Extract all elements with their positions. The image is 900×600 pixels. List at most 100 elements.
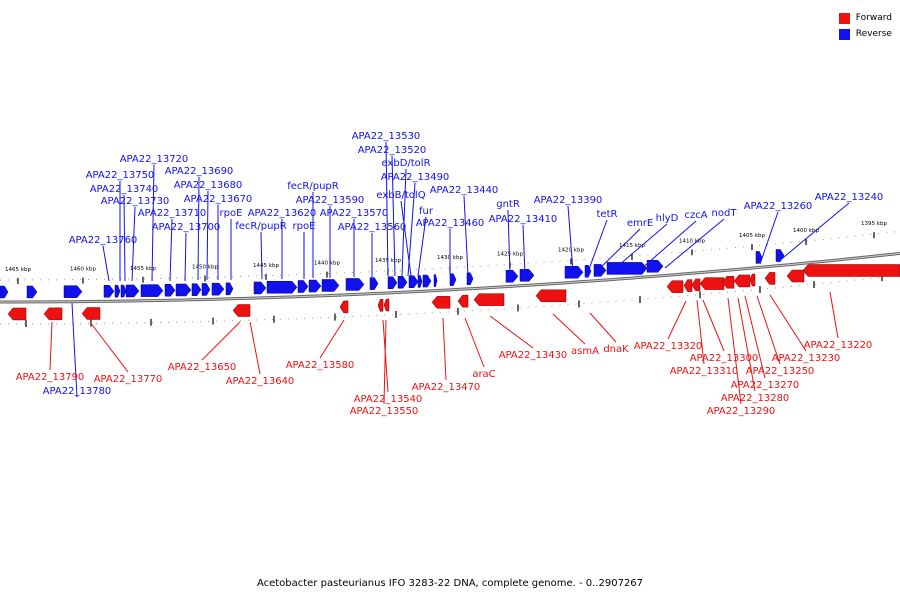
label-leader-line xyxy=(589,312,617,343)
reverse-gene-arrow xyxy=(253,281,267,295)
label-leader-line xyxy=(667,300,687,340)
label-leader-line xyxy=(131,206,136,282)
label-leader-line xyxy=(49,321,53,371)
reverse-gene-arrow xyxy=(125,284,140,298)
scale-tick-label: 1460 kbp xyxy=(70,267,96,273)
reverse-gene-arrow xyxy=(369,277,379,290)
label-leader-line xyxy=(489,315,534,349)
reverse-gene-arrow xyxy=(308,279,322,293)
gene-label: APA22_13290 xyxy=(707,406,776,417)
legend-reverse-label: Reverse xyxy=(855,29,892,39)
label-leader-line xyxy=(383,319,387,405)
label-leader-line xyxy=(664,218,725,269)
reverse-gene-arrow xyxy=(519,269,535,282)
forward-gene-arrow xyxy=(457,294,469,308)
forward-gene-arrow xyxy=(43,307,63,321)
reverse-gene-arrow xyxy=(297,280,309,293)
forward-gene-arrow xyxy=(383,298,390,312)
gene-label: APA22_13220 xyxy=(804,340,873,351)
gene-label: fecR/pupR xyxy=(287,181,339,192)
label-leader-line xyxy=(206,190,209,281)
scale-tick-label: 1415 kbp xyxy=(619,243,645,249)
genome-backbone-highlight xyxy=(0,252,900,303)
scale-tick-label: 1455 kbp xyxy=(130,266,156,272)
gene-label: APA22_13620 xyxy=(248,208,317,219)
forward-gene-arrow xyxy=(339,300,349,314)
gene-label: APA22_13730 xyxy=(101,196,170,207)
forward-gene-arrow xyxy=(764,272,776,285)
gene-label: APA22_13580 xyxy=(286,360,355,371)
legend-reverse-swatch xyxy=(838,28,850,40)
gene-label: APA22_13780 xyxy=(43,386,112,397)
reverse-gene-arrow xyxy=(466,272,474,285)
genome-caption: Acetobacter pasteurianus IFO 3283-22 DNA… xyxy=(256,578,644,589)
scale-tick-label: 1450 kbp xyxy=(192,264,218,270)
reverse-gene-arrow xyxy=(755,251,763,264)
legend-reverse: Reverse xyxy=(838,26,892,42)
label-leader-line xyxy=(756,295,781,365)
forward-gene-arrow xyxy=(535,289,567,303)
gene-label: APA22_13540 xyxy=(354,394,423,405)
gene-label: APA22_13720 xyxy=(120,154,189,165)
scale-tick-label: 1465 kbp xyxy=(5,267,31,273)
gene-label: APA22_13270 xyxy=(731,380,800,391)
forward-gene-arrow xyxy=(683,279,693,292)
label-leader-line xyxy=(552,313,586,345)
gene-label: rpoE xyxy=(220,208,243,219)
gene-label: APA22_13470 xyxy=(412,382,481,393)
scale-tick-label: 1445 kbp xyxy=(253,263,279,269)
reverse-gene-arrow xyxy=(211,282,225,296)
gene-label: rpoE xyxy=(293,221,316,232)
gene-label: APA22_13430 xyxy=(499,350,568,361)
reverse-gene-arrow xyxy=(225,282,234,296)
label-leader-line xyxy=(71,302,78,398)
gene-label: fur xyxy=(419,206,434,217)
label-leader-line xyxy=(197,176,200,281)
gene-label: czcA xyxy=(684,210,707,221)
gene-label: APA22_13260 xyxy=(744,201,813,212)
label-leader-line xyxy=(151,164,155,282)
reverse-gene-arrow xyxy=(0,285,9,299)
label-leader-line xyxy=(464,317,485,368)
gene-label: emrE xyxy=(627,218,653,229)
label-leader-line xyxy=(319,319,345,359)
label-leader-line xyxy=(759,211,779,265)
label-leader-line xyxy=(507,209,511,275)
label-leader-line xyxy=(400,200,412,277)
gene-label: APA22_13530 xyxy=(352,131,421,142)
forward-gene-arrow xyxy=(691,278,701,292)
label-leader-line xyxy=(391,155,396,277)
gene-label: APA22_13440 xyxy=(430,185,499,196)
reverse-gene-arrow xyxy=(164,284,176,297)
reverse-gene-arrow xyxy=(433,274,438,287)
legend-forward-label: Forward xyxy=(855,13,892,23)
gene-label: dnaK xyxy=(603,344,629,355)
label-leader-line xyxy=(696,299,705,365)
label-leader-line xyxy=(595,228,641,273)
label-leader-line xyxy=(417,216,427,277)
reverse-gene-arrow xyxy=(140,284,164,297)
gene-label: APA22_13590 xyxy=(296,195,365,206)
gene-label: hlyD xyxy=(656,213,679,224)
gene-label: APA22_13770 xyxy=(94,374,163,385)
gene-label: APA22_13740 xyxy=(90,184,159,195)
scale-tick-label: 1440 kbp xyxy=(314,261,340,267)
label-leader-line xyxy=(260,231,263,280)
label-leader-line xyxy=(522,224,526,275)
label-leader-line xyxy=(727,297,742,405)
reverse-gene-arrow xyxy=(201,283,211,296)
reverse-gene-arrow xyxy=(449,273,457,286)
reverse-gene-arrow xyxy=(114,284,121,298)
label-leader-line xyxy=(777,202,850,263)
label-leader-line xyxy=(702,299,725,352)
label-leader-line xyxy=(123,194,126,282)
forward-gene-arrow xyxy=(431,296,451,309)
reverse-gene-arrow xyxy=(646,260,664,273)
label-leader-line xyxy=(249,321,261,375)
scale-tick-label: 1405 kbp xyxy=(739,233,765,239)
gene-label: APA22_13490 xyxy=(381,172,450,183)
reverse-gene-arrow xyxy=(606,262,648,275)
reverse-gene-arrow xyxy=(505,270,519,283)
reverse-gene-arrow xyxy=(63,285,83,298)
